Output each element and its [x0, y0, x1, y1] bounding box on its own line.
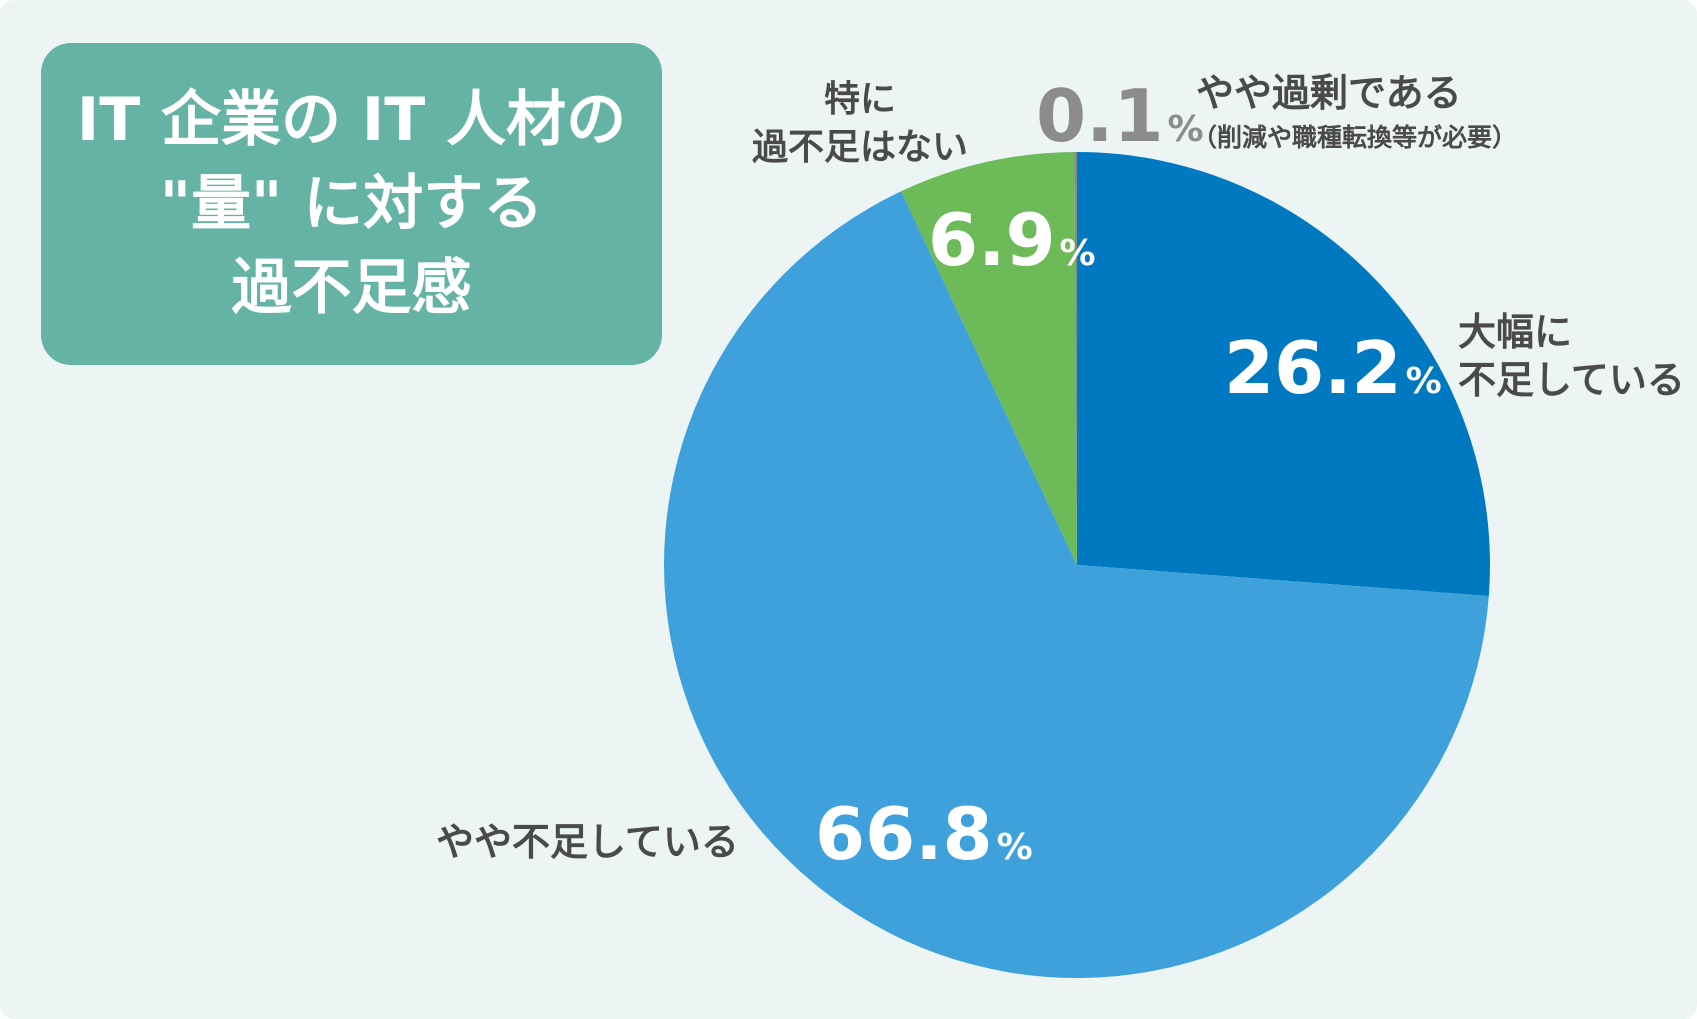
pie-slice-no-issue	[901, 152, 1077, 565]
slice-value-severe-shortage: 26.2%	[1224, 332, 1442, 404]
slice-label-severe-shortage: 大幅に 不足している	[1458, 308, 1685, 404]
percent-sign: %	[1405, 361, 1442, 402]
slice-label-slight-shortage: やや不足している	[436, 818, 739, 866]
slice-value-slight-shortage: 66.8%	[815, 798, 1033, 870]
slice-value-slight-excess-number: 0.1	[1036, 74, 1164, 158]
pie-slice-slight-excess	[1074, 152, 1077, 565]
slice-label-severe-shortage-line-2: 不足している	[1458, 358, 1685, 402]
chart-title-line-3: 過不足感	[231, 253, 472, 323]
slice-label-slight-excess-line-2: （削減や職種転換等が必要）	[1192, 123, 1518, 152]
percent-sign: %	[1059, 233, 1096, 274]
slice-value-no-issue-number: 6.9	[928, 198, 1056, 282]
chart-title-line-2: "量" に対する	[159, 169, 544, 239]
slice-value-severe-shortage-number: 26.2	[1224, 326, 1402, 410]
pie-slice-slight-shortage	[664, 191, 1489, 979]
chart-title-box: IT 企業の IT 人材の "量" に対する 過不足感	[41, 43, 662, 365]
slice-label-no-issue-line-2: 過不足はない	[752, 127, 969, 168]
slice-label-severe-shortage-line-1: 大幅に	[1458, 310, 1573, 354]
slice-sublabel-slight-excess: （削減や職種転換等が必要）	[1192, 122, 1517, 154]
percent-sign: %	[996, 827, 1033, 868]
slice-value-no-issue: 6.9%	[928, 204, 1096, 276]
pie-slice-severe-shortage	[1077, 152, 1491, 597]
slice-label-slight-excess-line-1: やや過剰である	[1196, 71, 1462, 115]
chart-title-line-1: IT 企業の IT 人材の	[76, 85, 627, 155]
slice-label-slight-excess: やや過剰である	[1196, 70, 1462, 116]
slice-label-no-issue-line-1: 特に	[824, 79, 897, 120]
slice-value-slight-excess: 0.1%	[1036, 80, 1204, 152]
slice-label-no-issue: 特に 過不足はない	[752, 76, 968, 172]
slice-value-slight-shortage-number: 66.8	[815, 792, 993, 876]
slice-label-slight-shortage-line-1: やや不足している	[436, 820, 739, 864]
percent-sign: %	[1167, 109, 1204, 150]
